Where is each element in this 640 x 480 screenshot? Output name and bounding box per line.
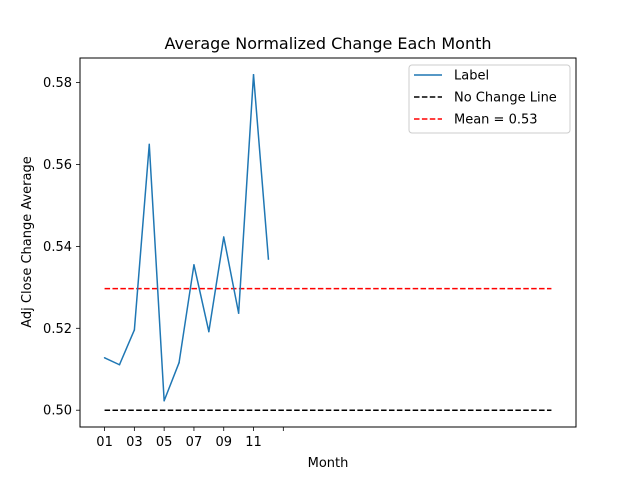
data-point (148, 143, 151, 146)
legend-entry-mean: Mean = 0.53 (454, 113, 538, 128)
data-point (178, 361, 180, 364)
x-axis-label: Month (308, 456, 349, 471)
plot-frame (79, 57, 577, 428)
data-point (118, 363, 121, 366)
data-point (133, 329, 136, 331)
data-point (163, 400, 165, 402)
x-tick-label: 01 (96, 435, 113, 450)
data-point (193, 264, 195, 266)
y-tick-label: 0.50 (43, 404, 72, 419)
x-tick-label: 05 (156, 435, 173, 450)
legend-entry-no-change: No Change Line (454, 91, 557, 106)
y-tick-label: 0.52 (43, 322, 72, 337)
legend-entry-label: Label (454, 69, 489, 84)
x-axis-ticks: 01 03 05 07 09 11 (96, 427, 284, 450)
data-point (237, 312, 240, 314)
x-tick-label: 03 (126, 435, 143, 450)
y-tick-label: 0.56 (43, 158, 72, 173)
plot-area (103, 74, 552, 411)
legend-frame (408, 64, 571, 134)
x-tick-label: 09 (215, 435, 232, 450)
series-line-label (104, 74, 270, 402)
legend: Label No Change Line Mean = 0.53 (408, 64, 571, 134)
y-tick-label: 0.54 (43, 240, 72, 255)
data-point (208, 330, 210, 333)
y-axis-label: Adj Close Change Average (20, 156, 35, 328)
y-tick-label: 0.58 (43, 76, 72, 91)
data-point (103, 357, 106, 359)
y-axis-ticks: 0.50 0.52 0.54 0.56 0.58 (43, 76, 80, 419)
x-tick-label: 07 (186, 435, 203, 450)
chart-title: Average Normalized Change Each Month (164, 34, 491, 53)
x-tick-label: 11 (245, 435, 262, 450)
data-point (222, 236, 225, 238)
data-point (267, 258, 270, 260)
data-point (252, 74, 255, 76)
